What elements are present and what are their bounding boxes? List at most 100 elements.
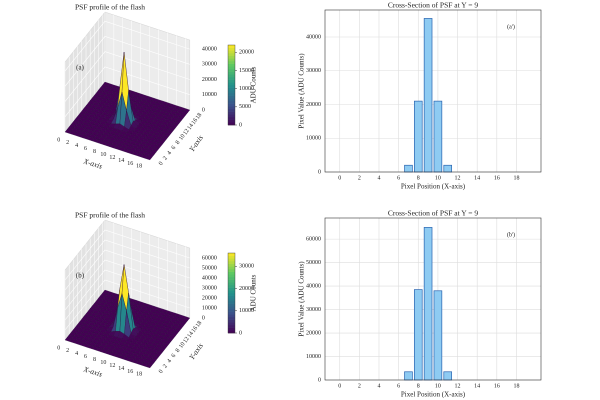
y-tick-label: 16 bbox=[191, 326, 199, 334]
y-tick-label: 0 bbox=[158, 369, 165, 375]
colorbar-segment bbox=[228, 63, 235, 67]
surface-base bbox=[145, 155, 153, 161]
x-tick-label: 8 bbox=[93, 357, 96, 363]
colorbar-label: ADU Counts bbox=[250, 274, 258, 311]
colorbar-segment bbox=[228, 119, 235, 123]
y-tick-label: 0 bbox=[318, 169, 321, 175]
colorbar-segment bbox=[228, 282, 235, 286]
z-tick-label: 40000 bbox=[202, 46, 217, 52]
colorbar-segment bbox=[228, 271, 235, 275]
colorbar-segment bbox=[228, 311, 235, 315]
colorbar-segment bbox=[228, 82, 235, 86]
x-tick-label: 4 bbox=[75, 351, 78, 357]
x-tick-label: 12 bbox=[455, 383, 461, 389]
x-tick-label: 4 bbox=[378, 383, 381, 389]
colorbar-segment bbox=[228, 122, 235, 126]
colorbar-tick-label: 10000 bbox=[239, 86, 254, 92]
bar bbox=[443, 371, 453, 381]
colorbar-segment bbox=[228, 45, 235, 48]
colorbar-segment bbox=[228, 111, 235, 115]
colorbar-frame bbox=[227, 252, 236, 334]
colorbar-segment bbox=[228, 103, 235, 107]
colorbar-tick-label: 15000 bbox=[239, 68, 254, 74]
y-tick-label: 6 bbox=[171, 145, 178, 151]
x-axis-label: X-axis bbox=[82, 364, 104, 379]
y-tick-label: 20000 bbox=[306, 102, 321, 108]
x-tick-label: 6 bbox=[84, 146, 87, 152]
colorbar-segment bbox=[228, 287, 235, 291]
colorbar-segment bbox=[228, 79, 235, 83]
x-tick-label: 10 bbox=[100, 360, 106, 366]
y-tick-label: 8 bbox=[175, 140, 182, 146]
x-axis-label: Pixel Position (X-axis) bbox=[401, 183, 466, 191]
colorbar-segment bbox=[228, 90, 235, 94]
y-tick-label: 12 bbox=[182, 336, 190, 344]
y-axis-label: Pixel Value (ADU Counts) bbox=[298, 53, 306, 129]
x-tick-label: 0 bbox=[338, 383, 341, 389]
colorbar-tick-label: 0 bbox=[239, 330, 242, 336]
colorbar-segment bbox=[228, 106, 235, 110]
colorbar-segment bbox=[228, 98, 235, 102]
colorbar-segment bbox=[228, 117, 235, 120]
x-tick-label: 12 bbox=[109, 363, 115, 369]
colorbar-tick-label: 30000 bbox=[239, 264, 254, 270]
x-tick-label: 18 bbox=[513, 175, 519, 181]
x-tick-label: 4 bbox=[75, 143, 78, 149]
y-tick-label: 2 bbox=[162, 364, 169, 370]
bar bbox=[404, 371, 413, 381]
bar bbox=[413, 100, 423, 173]
x-tick-label: 0 bbox=[338, 175, 341, 181]
colorbar-segment bbox=[228, 322, 235, 326]
bar bbox=[423, 227, 433, 381]
colorbar-segment bbox=[228, 261, 235, 264]
colorbar-segment bbox=[228, 327, 235, 331]
x-tick-label: 2 bbox=[66, 348, 69, 354]
x-tick-label: 18 bbox=[513, 383, 519, 389]
colorbar-segment bbox=[228, 314, 235, 318]
colorbar-segment bbox=[228, 301, 235, 304]
colorbar-segment bbox=[228, 85, 235, 88]
bar bbox=[423, 18, 433, 173]
y-tick-label: 16 bbox=[191, 118, 199, 126]
colorbar-tick-label: 5000 bbox=[239, 104, 251, 110]
x-tick-label: 8 bbox=[417, 175, 420, 181]
annotation: (a') bbox=[507, 23, 515, 30]
x-tick-label: 6 bbox=[397, 175, 400, 181]
colorbar-segment bbox=[228, 101, 235, 104]
y-tick-label: 30000 bbox=[306, 68, 321, 74]
x-tick-label: 14 bbox=[474, 383, 480, 389]
annotation: (b) bbox=[76, 272, 85, 280]
colorbar-segment bbox=[228, 55, 235, 59]
colorbar-segment bbox=[228, 61, 235, 64]
y-tick-label: 60000 bbox=[306, 237, 321, 243]
x-tick-label: 14 bbox=[118, 366, 124, 372]
colorbar-segment bbox=[228, 266, 235, 270]
colorbar-segment bbox=[228, 87, 235, 91]
y-tick-label: 40000 bbox=[306, 283, 321, 289]
y-tick-label: 18 bbox=[195, 112, 203, 120]
plot-frame bbox=[324, 9, 542, 173]
x-tick-label: 16 bbox=[494, 175, 500, 181]
z-tick-label: 20000 bbox=[202, 295, 217, 301]
colorbar-segment bbox=[228, 95, 235, 99]
annotation: (a) bbox=[76, 64, 84, 72]
x-tick-label: 14 bbox=[118, 158, 124, 164]
colorbar-segment bbox=[228, 71, 235, 75]
y-axis-label: Y-axis bbox=[187, 341, 205, 361]
bar bbox=[404, 164, 413, 173]
colorbar-segment bbox=[228, 255, 235, 259]
colorbar-segment bbox=[228, 253, 235, 256]
z-tick-label: 0 bbox=[202, 315, 205, 321]
y-tick-label: 6 bbox=[171, 353, 178, 359]
colorbar-tick-label: 0 bbox=[239, 122, 242, 128]
colorbar-segment bbox=[228, 295, 235, 299]
y-tick-label: 10 bbox=[178, 341, 186, 349]
x-tick-label: 18 bbox=[136, 164, 142, 170]
colorbar-segment bbox=[228, 263, 235, 267]
colorbar-segment bbox=[228, 50, 235, 54]
y-tick-label: 8 bbox=[175, 348, 182, 354]
x-tick-label: 12 bbox=[109, 155, 115, 161]
colorbar-segment bbox=[228, 109, 235, 112]
colorbar-segment bbox=[228, 293, 235, 296]
y-axis-label: Y-axis bbox=[187, 133, 205, 153]
